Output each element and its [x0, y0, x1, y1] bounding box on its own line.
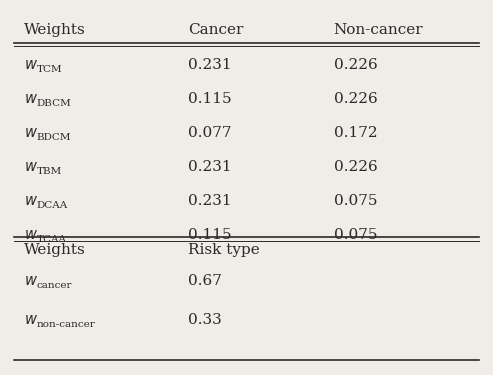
Text: DBCM: DBCM — [36, 99, 71, 108]
Text: $\mathit{w}$: $\mathit{w}$ — [24, 194, 37, 208]
Text: cancer: cancer — [36, 281, 72, 290]
Text: 0.231: 0.231 — [188, 194, 232, 208]
Text: 0.226: 0.226 — [334, 160, 378, 174]
Text: 0.226: 0.226 — [334, 58, 378, 72]
Text: 0.075: 0.075 — [334, 228, 377, 242]
Text: TCM: TCM — [36, 65, 62, 74]
Text: 0.115: 0.115 — [188, 228, 232, 242]
Text: BDCM: BDCM — [36, 133, 71, 142]
Text: Cancer: Cancer — [188, 23, 244, 37]
Text: 0.075: 0.075 — [334, 194, 377, 208]
Text: TCAA: TCAA — [36, 236, 67, 244]
Text: DCAA: DCAA — [36, 201, 68, 210]
Text: $\mathit{w}$: $\mathit{w}$ — [24, 274, 37, 288]
Text: 0.115: 0.115 — [188, 92, 232, 106]
Text: 0.231: 0.231 — [188, 58, 232, 72]
Text: $\mathit{w}$: $\mathit{w}$ — [24, 312, 37, 327]
Text: $\mathit{w}$: $\mathit{w}$ — [24, 58, 37, 72]
Text: 0.077: 0.077 — [188, 126, 232, 140]
Text: $\mathit{w}$: $\mathit{w}$ — [24, 126, 37, 140]
Text: Risk type: Risk type — [188, 243, 260, 257]
Text: 0.172: 0.172 — [334, 126, 377, 140]
Text: $\mathit{w}$: $\mathit{w}$ — [24, 228, 37, 242]
Text: non-cancer: non-cancer — [36, 320, 95, 329]
Text: 0.231: 0.231 — [188, 160, 232, 174]
Text: Weights: Weights — [24, 23, 85, 37]
Text: 0.67: 0.67 — [188, 274, 222, 288]
Text: 0.226: 0.226 — [334, 92, 378, 106]
Text: $\mathit{w}$: $\mathit{w}$ — [24, 92, 37, 106]
Text: $\mathit{w}$: $\mathit{w}$ — [24, 160, 37, 174]
Text: 0.33: 0.33 — [188, 312, 222, 327]
Text: TBM: TBM — [36, 167, 62, 176]
Text: Weights: Weights — [24, 243, 85, 257]
Text: Non-cancer: Non-cancer — [334, 23, 423, 37]
